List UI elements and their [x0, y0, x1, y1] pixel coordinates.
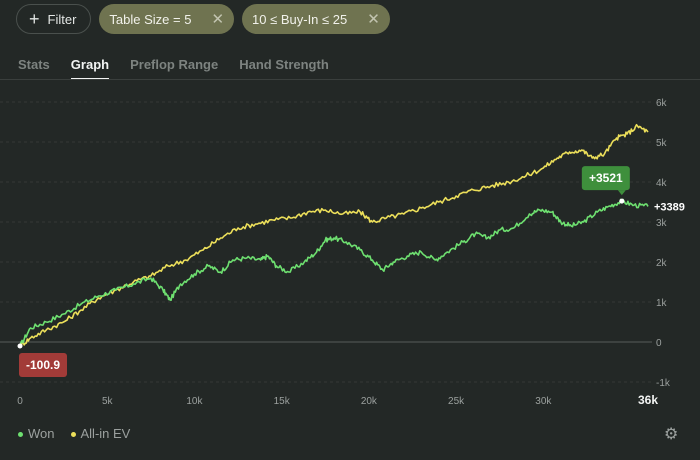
end-value-label: +3389 — [654, 201, 685, 213]
peak-value-badge — [581, 166, 630, 191]
tab-graph[interactable]: Graph — [70, 57, 110, 80]
y-tick-label: 6k — [656, 98, 668, 109]
x-tick-label: 5k — [102, 396, 114, 407]
tabs-divider — [0, 79, 700, 80]
x-tick-label: 10k — [186, 396, 203, 407]
y-tick-label: 0 — [656, 338, 662, 349]
x-tick-label: 20k — [361, 396, 378, 407]
tab-preflop-range[interactable]: Preflop Range — [130, 57, 219, 72]
filter-chip-table-size[interactable]: Table Size = 5 ✕ — [99, 4, 235, 34]
plus-icon: + — [29, 9, 40, 29]
y-tick-label: 2k — [656, 258, 668, 269]
series-line-all-in-ev — [19, 123, 649, 348]
y-tick-label: 1k — [656, 298, 668, 309]
filter-chip-label: 10 ≤ Buy-In ≤ 25 — [252, 11, 348, 27]
legend-item-all-in-ev[interactable]: All-in EV — [70, 426, 131, 441]
dot-icon — [70, 432, 76, 438]
start-marker — [17, 343, 23, 349]
series-line-won — [19, 198, 649, 347]
dot-icon — [18, 432, 23, 438]
x-tick-label: 25k — [448, 396, 465, 407]
peak-badge-pointer — [617, 190, 626, 196]
close-icon[interactable]: ✕ — [367, 11, 380, 28]
legend-item-won[interactable]: Won — [18, 426, 55, 441]
legend-label: All-in EV — [80, 426, 131, 441]
filter-button[interactable]: + Filter — [16, 4, 92, 34]
x-tick-label: 0 — [17, 396, 23, 407]
x-tick-label: 36k — [638, 393, 658, 407]
tab-stats[interactable]: Stats — [18, 57, 50, 72]
y-tick-label: 5k — [656, 138, 668, 149]
legend-label: Won — [28, 426, 55, 441]
tab-bar: Stats Graph Preflop Range Hand Strength — [18, 57, 329, 80]
x-tick-label: 30k — [535, 396, 552, 407]
start-value-text: -100.9 — [26, 358, 60, 372]
tab-hand-strength[interactable]: Hand Strength — [239, 57, 329, 72]
filter-chip-buy-in[interactable]: 10 ≤ Buy-In ≤ 25 ✕ — [242, 4, 390, 34]
start-value-badge — [19, 353, 67, 377]
y-tick-label: -1k — [656, 378, 671, 389]
gear-icon[interactable]: ⚙ — [664, 426, 679, 443]
filter-chip-label: Table Size = 5 — [109, 11, 192, 27]
chart-legend: Won All-in EV — [18, 426, 130, 441]
x-tick-label: 15k — [274, 396, 291, 407]
peak-marker — [619, 198, 625, 204]
filter-button-label: Filter — [47, 11, 77, 27]
y-tick-label: 3k — [656, 218, 668, 229]
y-tick-label: 4k — [656, 178, 668, 189]
peak-value-text: +3521 — [589, 171, 623, 185]
close-icon[interactable]: ✕ — [211, 11, 225, 28]
profit-graph[interactable]: 6k 5k 4k 3k 2k 1k 0 -1k 0 5k 10k 15k 20k 25k 30k 36k -10… — [0, 80, 700, 410]
